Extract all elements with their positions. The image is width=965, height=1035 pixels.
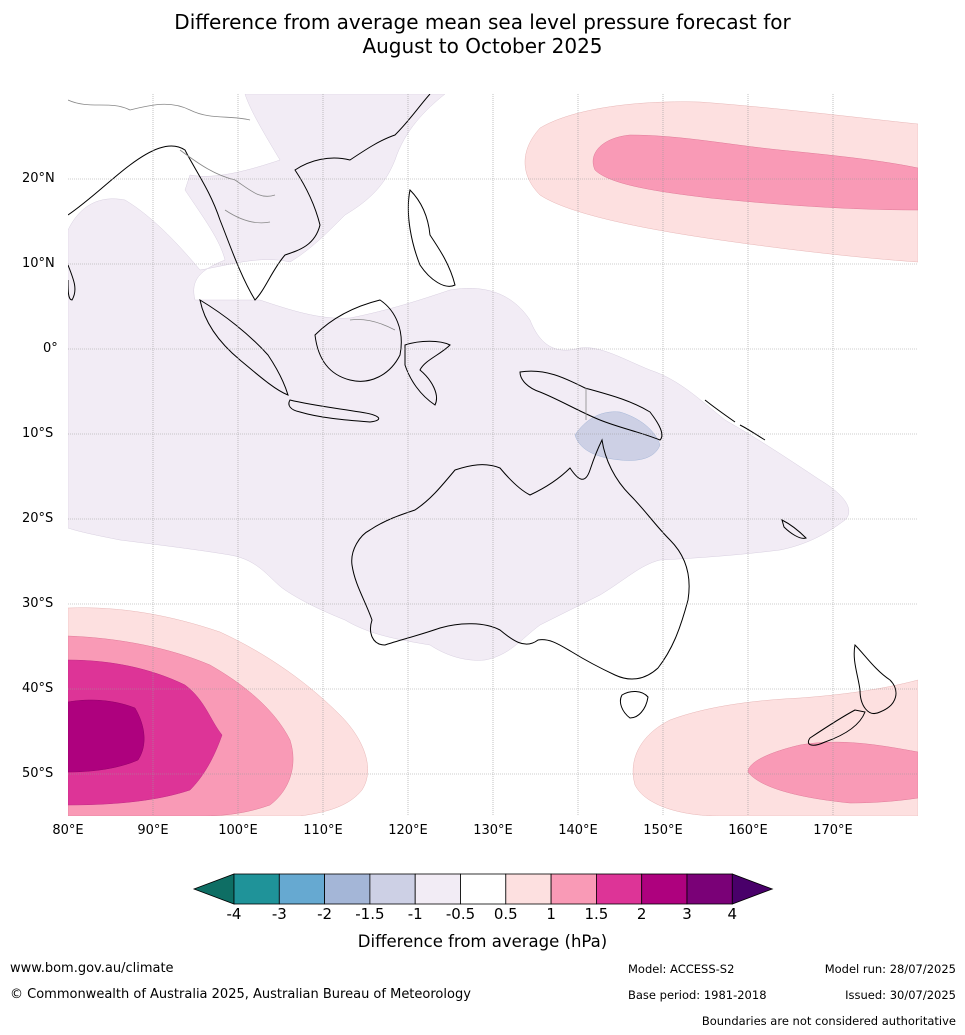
lat-label-equator: 0° (43, 341, 58, 356)
colorbar-tick-label: -0.5 (445, 905, 476, 923)
borneo-coastline (314, 299, 402, 382)
model-text: Model: ACCESS-S2 (628, 962, 735, 976)
tasmania-coastline (619, 691, 649, 719)
map-area (68, 94, 918, 816)
website-link[interactable]: www.bom.gov.au/climate (10, 961, 174, 976)
lon-label-160e: 160°E (728, 823, 768, 838)
lon-label-170e: 170°E (813, 823, 853, 838)
issued-text: Issued: 30/07/2025 (845, 988, 956, 1002)
colorbar-tick-label: -1.5 (355, 905, 385, 923)
lon-label-130e: 130°E (473, 823, 513, 838)
title-line-1: Difference from average mean sea level p… (174, 10, 791, 34)
lon-label-90e: 90°E (137, 823, 169, 838)
new-caledonia-coastline (781, 519, 807, 539)
lat-label-50s: 50°S (22, 766, 54, 781)
new-zealand-south-island (807, 709, 866, 746)
gridlines (68, 94, 918, 816)
model-run-text: Model run: 28/07/2025 (824, 962, 956, 976)
lon-label-120e: 120°E (388, 823, 428, 838)
chart-title: Difference from average mean sea level p… (0, 10, 965, 58)
lat-label-10n: 10°N (22, 256, 55, 271)
colorbar-tick-label: 1 (546, 905, 556, 923)
new-guinea-coastline (519, 370, 663, 441)
lat-label-20s: 20°S (22, 511, 54, 526)
anomaly-region-minus-1 (574, 411, 661, 461)
colorbar-tick-label: -2 (317, 905, 333, 923)
colorbar-tick-label: 4 (727, 905, 738, 923)
lon-label-80e: 80°E (52, 823, 84, 838)
sulawesi-coastline (404, 340, 451, 406)
title-line-2: August to October 2025 (362, 34, 603, 58)
india-coastline (68, 264, 76, 301)
lon-label-140e: 140°E (558, 823, 598, 838)
country-borders (68, 99, 587, 420)
sumatra-coastline (199, 298, 289, 396)
anomaly-region-south-indian-2 (68, 699, 145, 773)
copyright-text: © Commonwealth of Australia 2025, Austra… (10, 987, 471, 1002)
lon-label-100e: 100°E (218, 823, 258, 838)
lat-label-10s: 10°S (22, 426, 54, 441)
lat-label-40s: 40°S (22, 681, 54, 696)
lon-label-110e: 110°E (303, 823, 343, 838)
colorbar-tick-label: 2 (636, 905, 647, 923)
anomaly-region-north-pacific-1 (592, 134, 918, 211)
lat-label-20n: 20°N (22, 171, 55, 186)
philippines-coastline (407, 188, 456, 287)
anomaly-region-minus-0-5 (68, 94, 850, 661)
new-zealand-north-island (853, 643, 897, 714)
colorbar-tick-label: -3 (271, 905, 287, 923)
colorbar-tick-label: 0.5 (493, 905, 518, 923)
colorbar-tick-label: -1 (407, 905, 423, 923)
australia-coastline (351, 438, 690, 680)
lat-label-30s: 30°S (22, 596, 54, 611)
colorbar-tick-label: -4 (226, 905, 242, 923)
solomon-islands-coastline (704, 399, 766, 441)
colorbar-label: Difference from average (hPa) (357, 932, 608, 951)
java-coastline (288, 399, 380, 423)
colorbar-tick-label: 1.5 (584, 905, 609, 923)
lon-label-150e: 150°E (643, 823, 683, 838)
colorbar-tick-label: 3 (682, 905, 692, 923)
disclaimer-text: Boundaries are not considered authoritat… (701, 1014, 956, 1028)
base-period-text: Base period: 1981-2018 (628, 988, 767, 1002)
